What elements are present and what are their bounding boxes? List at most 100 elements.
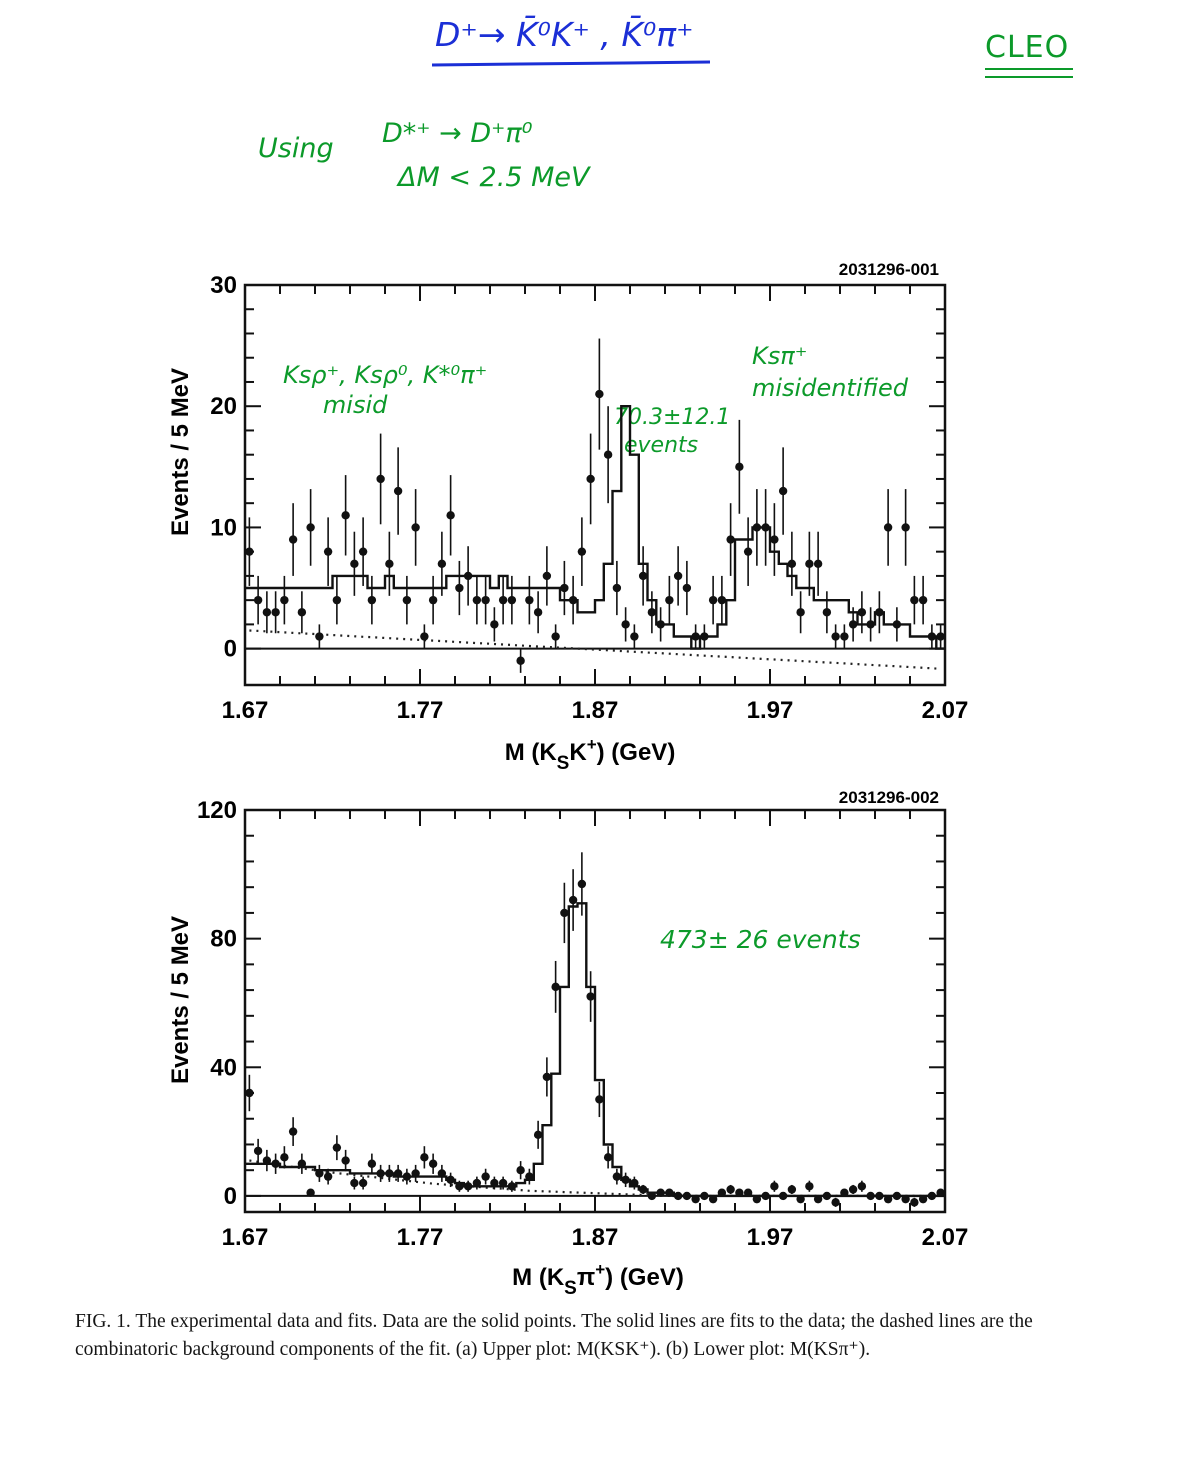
data-point: [288, 503, 298, 576]
data-point: [288, 1117, 298, 1146]
data-marker: [892, 1191, 902, 1201]
data-marker: [525, 595, 534, 605]
data-point: [630, 624, 639, 649]
data-point: [621, 1172, 630, 1188]
data-marker: [551, 632, 560, 641]
data-point: [428, 575, 438, 625]
data-point: [673, 546, 683, 606]
data-marker: [840, 1188, 849, 1197]
data-marker: [708, 1194, 718, 1204]
data-marker: [446, 511, 455, 520]
data-point: [673, 1191, 683, 1201]
data-point: [647, 591, 657, 634]
data-marker: [813, 559, 823, 568]
data-marker: [306, 1188, 315, 1197]
data-point: [568, 869, 578, 931]
data-point: [507, 1180, 517, 1192]
data-marker: [280, 1153, 289, 1162]
data-point: [350, 531, 359, 596]
data-point: [787, 531, 797, 596]
data-marker: [805, 1182, 814, 1191]
data-point: [586, 971, 595, 1022]
data-point: [490, 1176, 499, 1190]
data-marker: [936, 1188, 945, 1197]
data-point: [918, 575, 928, 625]
data-marker: [910, 1198, 919, 1207]
top-title-annotation: D⁺→ K̄⁰K⁺ , K̄⁰π⁺: [435, 15, 694, 54]
y-tick-label: 20: [210, 393, 237, 420]
data-marker: [402, 1172, 412, 1181]
x-axis-label: M (KSK+) (GeV): [505, 735, 676, 774]
data-point: [866, 1191, 875, 1201]
x-axis-label-part3: ) (GeV): [605, 1264, 684, 1291]
data-point: [665, 575, 674, 625]
data-point: [306, 489, 315, 566]
data-marker: [638, 1185, 648, 1194]
data-marker: [665, 595, 674, 605]
data-marker: [883, 1194, 893, 1204]
data-point: [376, 433, 385, 525]
data-marker: [420, 1153, 429, 1162]
data-marker: [393, 1169, 403, 1178]
data-marker: [411, 1169, 420, 1178]
data-marker: [770, 1182, 779, 1191]
data-marker: [245, 547, 254, 556]
data-marker: [717, 1188, 727, 1197]
data-marker: [262, 608, 272, 617]
data-marker: [813, 1194, 823, 1204]
data-point: [831, 624, 840, 649]
data-marker: [551, 982, 560, 992]
data-point: [455, 560, 464, 616]
data-marker: [280, 595, 289, 605]
data-point: [743, 517, 753, 586]
data-point: [638, 1184, 648, 1195]
data-marker: [717, 595, 727, 605]
data-marker: [743, 547, 753, 556]
data-marker: [315, 632, 324, 641]
data-point: [498, 575, 508, 625]
data-point: [708, 575, 718, 625]
data-marker: [577, 547, 587, 556]
data-marker: [848, 620, 858, 629]
data-point: [341, 475, 350, 556]
data-marker: [288, 1127, 298, 1136]
x-axis-label: M (KSπ+) (GeV): [512, 1260, 684, 1299]
data-point: [262, 1149, 272, 1172]
data-marker: [525, 1172, 534, 1181]
data-marker: [402, 595, 412, 605]
data-marker: [866, 1191, 875, 1201]
data-marker: [665, 1188, 674, 1197]
data-marker: [507, 1182, 517, 1191]
data-marker: [315, 1169, 324, 1178]
data-point: [910, 1197, 919, 1207]
data-point: [848, 607, 858, 642]
data-point: [857, 591, 867, 634]
data-point: [385, 531, 394, 596]
data-point: [516, 648, 525, 673]
data-marker: [455, 583, 464, 593]
data-point: [323, 1168, 333, 1185]
data-marker: [656, 1188, 665, 1197]
x-tick-label: 1.97: [747, 1224, 794, 1251]
x-axis-label-part1: M (K: [505, 739, 558, 766]
data-marker: [778, 1191, 788, 1201]
data-marker: [245, 1088, 254, 1098]
data-point: [726, 1184, 735, 1195]
data-point: [533, 591, 543, 634]
data-marker: [455, 1182, 464, 1191]
x-tick-label: 2.07: [922, 697, 969, 724]
data-marker: [490, 620, 499, 629]
data-point: [402, 575, 412, 625]
data-marker: [735, 1188, 744, 1197]
data-point: [551, 960, 560, 1013]
data-point: [883, 1194, 893, 1204]
using-decay-annotation: D*⁺ → D⁺π⁰: [382, 118, 533, 149]
data-marker: [638, 571, 648, 581]
data-point: [910, 575, 919, 625]
data-marker: [358, 547, 368, 556]
data-point: [717, 575, 727, 625]
upper-signal-count-line1: 70.3±12.1: [614, 405, 731, 430]
data-point: [761, 489, 770, 566]
data-marker: [761, 523, 770, 532]
data-point: [840, 624, 849, 649]
